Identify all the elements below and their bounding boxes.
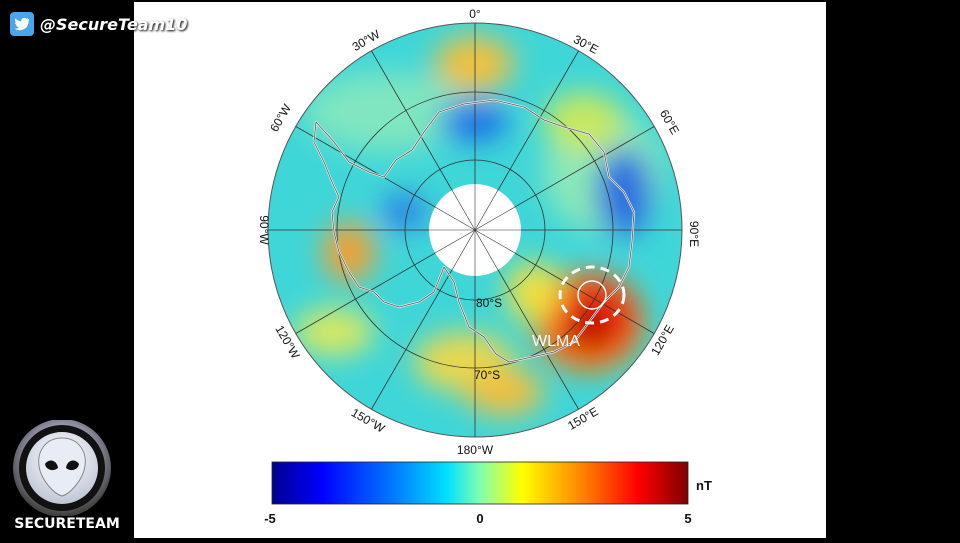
lat-label-80s: 80°S xyxy=(476,296,502,310)
alien-logo-icon xyxy=(13,419,111,517)
wlma-label: WLMA xyxy=(532,333,580,350)
lon-label-60e: 60°E xyxy=(657,107,682,137)
coastline-outline xyxy=(313,99,635,363)
secureteam-wordmark: SECURETEAM xyxy=(14,516,120,532)
latitude-labels: 80°S 70°S xyxy=(474,296,502,382)
twitter-handle-overlay: @SecureTeam10 xyxy=(10,12,187,36)
lon-label-180w: 180°W xyxy=(457,443,494,457)
lon-label-60w: 60°W xyxy=(267,101,294,134)
colorbar-tick-max: 5 xyxy=(684,511,691,526)
twitter-handle-text: @SecureTeam10 xyxy=(40,14,188,34)
image-frame: 0° 30°E 60°E 90°E 120°E 150°E 180°W 150°… xyxy=(134,2,826,538)
secureteam-logo: SECURETEAM xyxy=(12,419,120,536)
lat-label-70s: 70°S xyxy=(474,368,500,382)
colorbar-unit: nT xyxy=(696,478,712,493)
wlma-dashed-circle xyxy=(558,265,626,325)
lon-label-90e: 90°E xyxy=(687,221,701,247)
magnetic-anomaly-map: 0° 30°E 60°E 90°E 120°E 150°E 180°W 150°… xyxy=(257,7,712,526)
lon-label-0: 0° xyxy=(469,7,481,21)
colorbar-tick-zero: 0 xyxy=(476,511,483,526)
pole-spokes xyxy=(429,184,521,276)
colorbar xyxy=(271,461,689,505)
colorbar-tick-min: -5 xyxy=(264,511,276,526)
lon-label-90w: 90°W xyxy=(257,215,271,245)
twitter-bird-icon xyxy=(10,12,34,36)
wlma-inner-circle xyxy=(577,280,607,310)
